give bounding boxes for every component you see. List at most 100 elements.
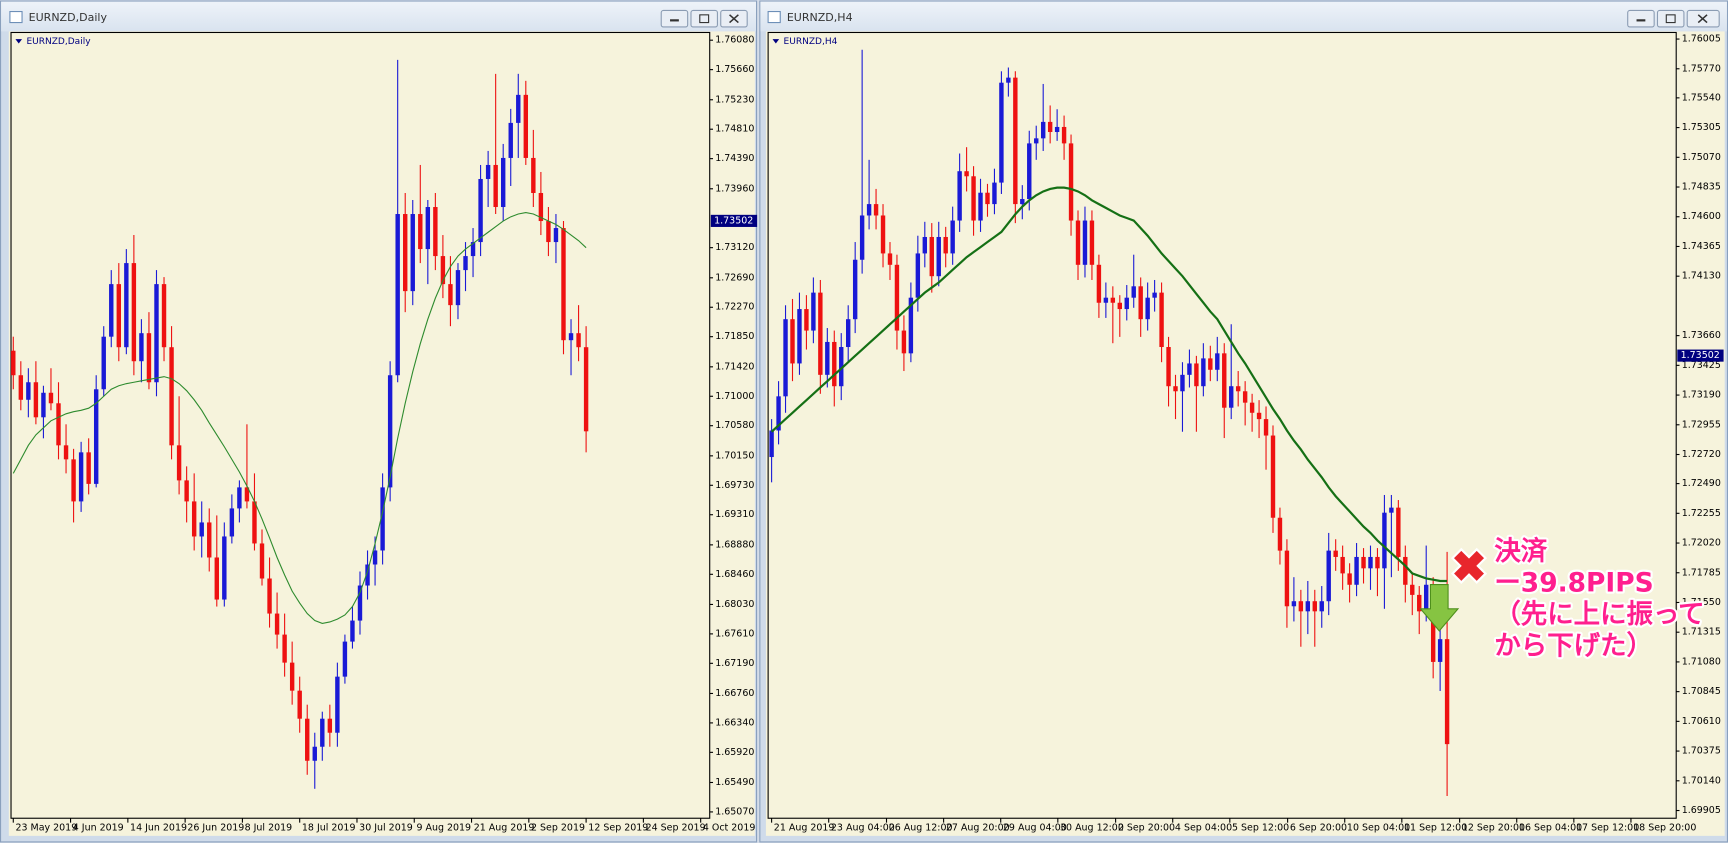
candle-body — [811, 292, 816, 331]
y-tick-label: 1.73960 — [715, 183, 754, 194]
candle-body — [387, 375, 393, 488]
y-tick-label: 1.75660 — [715, 64, 754, 75]
candle-body — [1145, 297, 1150, 320]
candle-body — [1173, 386, 1178, 392]
candle-body — [478, 178, 483, 243]
y-tick-label: 1.73120 — [715, 242, 754, 253]
candle-body — [866, 204, 872, 216]
y-tick-label: 1.70150 — [715, 450, 754, 461]
candle-body — [131, 263, 137, 362]
candle-body — [139, 333, 144, 362]
x-tick-label: 8 Jul 2019 — [245, 823, 293, 834]
y-tick-label: 1.65920 — [715, 747, 754, 758]
candle-body — [418, 214, 423, 250]
minimize-button[interactable] — [1627, 9, 1655, 28]
candle-body — [776, 396, 781, 431]
candle-body — [1068, 143, 1074, 221]
candle-body — [395, 214, 400, 376]
candle-body — [448, 284, 453, 306]
y-tick-label: 1.71785 — [1682, 567, 1721, 578]
candle-body — [583, 347, 589, 432]
y-tick-label: 1.73190 — [1682, 390, 1721, 401]
candle-body — [161, 284, 167, 348]
candle-body — [289, 662, 295, 691]
x-tick-label: 12 Sep 20:00 — [1462, 823, 1525, 834]
candle-body — [455, 270, 461, 306]
candle-body — [516, 94, 521, 123]
x-tick-label: 18 Jul 2019 — [302, 823, 356, 834]
candle-body — [797, 309, 802, 364]
window-left: EURNZD,Daily EURNZD,Daily — [0, 0, 758, 843]
x-tick-label: 26 Aug 12:00 — [889, 823, 953, 834]
candle-body — [1326, 550, 1331, 602]
candle-body — [259, 543, 265, 579]
candle-body — [1006, 77, 1011, 83]
candle-body — [305, 718, 310, 761]
down-arrow-icon — [1419, 584, 1460, 632]
candle-body — [267, 578, 272, 614]
candle-body — [1270, 435, 1276, 518]
candle-body — [1312, 601, 1317, 612]
candle-body — [327, 718, 333, 733]
candle-body — [568, 333, 574, 341]
x-tick-label: 21 Aug 2019 — [474, 823, 535, 834]
candle-body — [184, 480, 189, 502]
y-tick-label: 1.66760 — [715, 688, 754, 699]
candle-body — [523, 94, 529, 158]
x-tick-label: 29 Aug 04:00 — [1003, 823, 1067, 834]
candle-body — [901, 330, 907, 354]
candle-body — [169, 347, 174, 446]
maximize-button[interactable] — [1656, 9, 1685, 28]
chart-marks: 1.76080 1.75660 1.75230 1.74810 1.74390 1.739… — [11, 34, 1724, 834]
candle-body — [1096, 264, 1102, 303]
y-tick-label: 1.69310 — [715, 509, 754, 520]
candle-body — [176, 445, 182, 481]
chart-label: EURNZD,H4 — [784, 37, 838, 47]
close-glyph — [1697, 14, 1708, 24]
candle-body — [1117, 302, 1122, 310]
y-tick-label: 1.69730 — [715, 480, 754, 491]
y-tick-label: 1.74130 — [1682, 271, 1721, 282]
candle-body — [825, 341, 830, 375]
maximize-button[interactable] — [690, 9, 718, 28]
candle-body — [1235, 386, 1241, 392]
candle-body — [1159, 292, 1164, 348]
candle-body — [1298, 601, 1304, 612]
x-tick-label: 4 Oct 2019 — [703, 823, 756, 834]
candle-body — [1396, 507, 1401, 557]
candle-body — [1417, 594, 1422, 612]
candle-body — [1410, 584, 1415, 595]
candle-body — [769, 430, 774, 458]
y-tick-label: 1.66340 — [715, 717, 754, 728]
x-tick-label: 12 Sep 2019 — [588, 823, 648, 834]
candle-body — [1437, 639, 1443, 662]
close-glyph — [729, 14, 739, 24]
candle-body — [1444, 639, 1450, 745]
x-tick-label: 6 Sep 20:00 — [1290, 823, 1347, 834]
plot-border — [767, 31, 1677, 819]
y-tick-label: 1.65490 — [715, 777, 754, 788]
minimize-button[interactable] — [660, 9, 689, 28]
candle-body — [1277, 517, 1283, 551]
candle-body — [1208, 358, 1213, 370]
candle-body — [1131, 286, 1136, 298]
candle-body — [274, 613, 280, 635]
candle-body — [1061, 126, 1067, 144]
candle-body — [199, 522, 204, 537]
candle-body — [86, 452, 91, 484]
candle-body — [244, 487, 250, 502]
moving-average — [770, 186, 1448, 583]
candle-body — [1089, 220, 1095, 265]
x-tick-label: 17 Sep 12:00 — [1576, 823, 1639, 834]
x-tick-label: 23 Aug 04:00 — [831, 823, 895, 834]
candle-body — [78, 452, 84, 502]
candle-body — [56, 403, 61, 446]
y-tick-label: 1.73425 — [1682, 360, 1721, 371]
window-title: EURNZD,H4 — [787, 11, 853, 24]
candle-body — [1249, 402, 1255, 413]
annotation: から下げた） — [1494, 630, 1653, 661]
candle-body — [146, 333, 152, 383]
annotation: ー39.8PIPS — [1494, 568, 1653, 599]
